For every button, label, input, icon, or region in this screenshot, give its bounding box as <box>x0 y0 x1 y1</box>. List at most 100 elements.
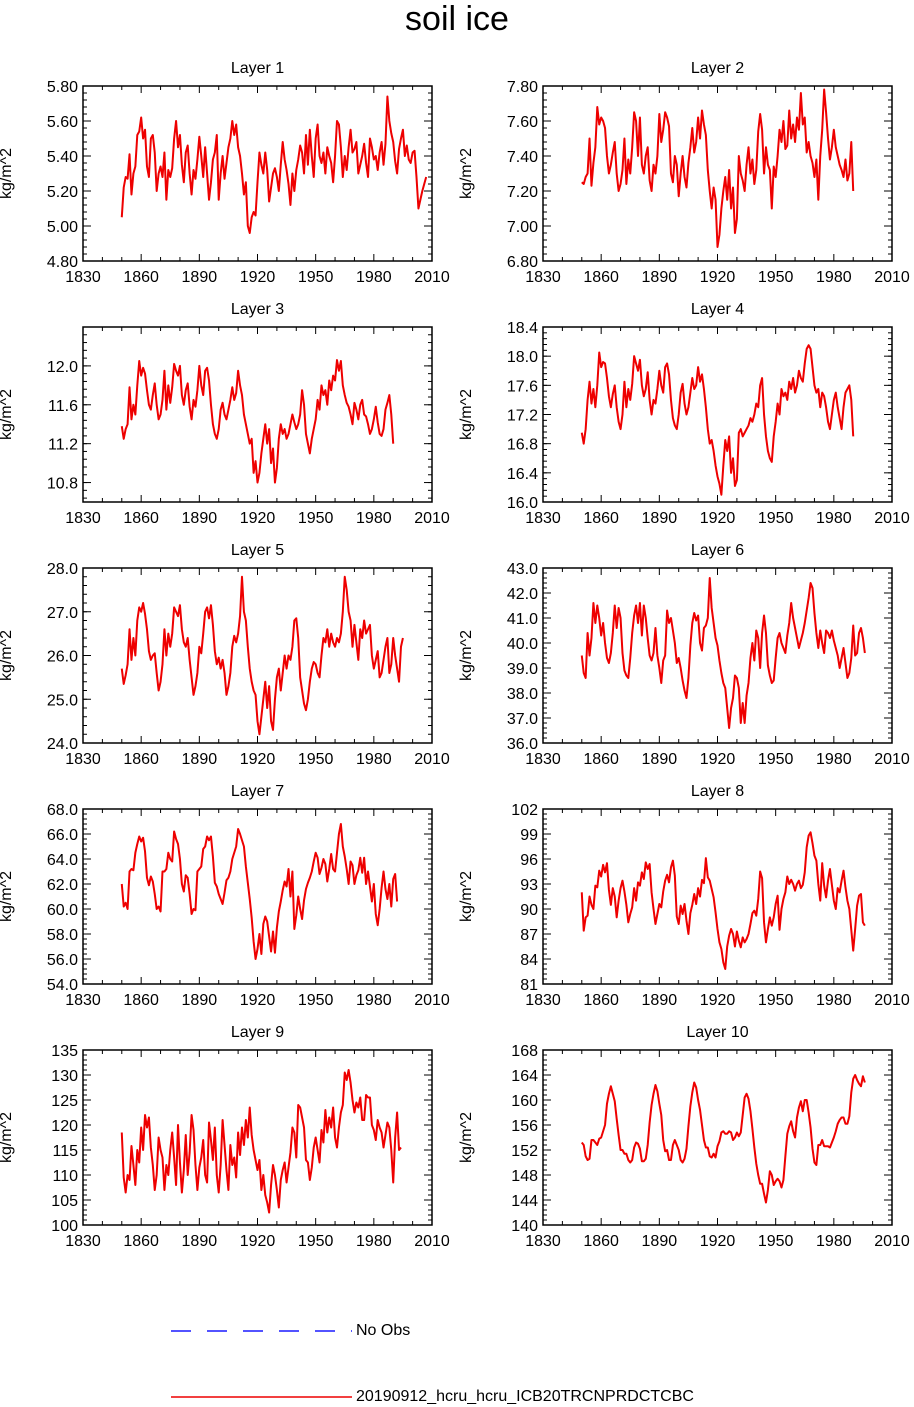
chart-panel-3: 1830 1860 1890 1920 1950 1980 2010 10.8 11.2 11.6… <box>0 301 450 527</box>
x-tick-label: 1860 <box>583 992 619 1009</box>
y-tick-label: 26.0 <box>47 649 78 666</box>
panel-title: Layer 3 <box>231 301 284 318</box>
y-tick-label: 156 <box>511 1118 538 1135</box>
x-tick-label: 1950 <box>298 269 334 286</box>
x-tick-label: 1860 <box>123 992 159 1009</box>
y-tick-label: 43.0 <box>507 561 538 578</box>
x-tick-label: 1830 <box>525 510 561 527</box>
x-tick-label: 1950 <box>758 751 794 768</box>
x-tick-label: 1830 <box>525 1233 561 1250</box>
x-tick-label: 1980 <box>356 1233 392 1250</box>
plot-frame <box>542 567 893 744</box>
x-tick-label: 1830 <box>65 510 101 527</box>
y-tick-label: 4.80 <box>47 254 78 271</box>
x-tick-label: 1830 <box>525 269 561 286</box>
y-tick-label: 40.0 <box>507 636 538 653</box>
y-tick-label: 62.0 <box>47 877 78 894</box>
panel-title: Layer 6 <box>691 542 744 559</box>
chart-panel-6: 1830 1860 1890 1920 1950 1980 2010 36.0 37.0 38.0… <box>458 542 910 768</box>
y-tick-label: 144 <box>511 1193 538 1210</box>
series-line <box>120 1069 402 1214</box>
y-tick-label: 17.2 <box>507 408 538 425</box>
x-tick-label: 1860 <box>123 269 159 286</box>
y-tick-label: 17.6 <box>507 378 538 395</box>
y-tick-label: 27.0 <box>47 605 78 622</box>
x-tick-label: 1830 <box>65 992 101 1009</box>
y-tick-label: 64.0 <box>47 852 78 869</box>
y-tick-label: 96 <box>520 852 538 869</box>
x-tick-label: 1890 <box>642 992 678 1009</box>
panel-title: Layer 1 <box>231 60 284 77</box>
x-tick-label: 1830 <box>65 1233 101 1250</box>
series-line <box>120 359 395 484</box>
x-tick-label: 2010 <box>414 510 450 527</box>
y-tick-label: 152 <box>511 1143 538 1160</box>
x-tick-label: 1950 <box>298 510 334 527</box>
x-tick-label: 1980 <box>816 1233 852 1250</box>
x-tick-label: 1830 <box>525 751 561 768</box>
x-tick-label: 1980 <box>356 992 392 1009</box>
y-tick-label: 37.0 <box>507 711 538 728</box>
x-tick-label: 2010 <box>414 1233 450 1250</box>
y-tick-label: 25.0 <box>47 692 78 709</box>
x-tick-label: 1980 <box>816 269 852 286</box>
figure-title: soil ice <box>405 0 509 38</box>
x-tick-label: 2010 <box>874 751 910 768</box>
y-tick-label: 148 <box>511 1168 538 1185</box>
y-tick-label: 5.60 <box>47 114 78 131</box>
x-tick-label: 1860 <box>583 269 619 286</box>
y-axis-label: kg/m^2 <box>458 630 475 681</box>
x-tick-label: 1830 <box>65 751 101 768</box>
y-tick-label: 135 <box>51 1043 78 1060</box>
x-tick-label: 1920 <box>700 751 736 768</box>
series-line <box>120 95 428 234</box>
x-tick-label: 1920 <box>700 510 736 527</box>
x-tick-label: 1950 <box>298 992 334 1009</box>
y-tick-label: 66.0 <box>47 827 78 844</box>
series-line <box>120 575 404 736</box>
y-tick-label: 100 <box>51 1218 78 1235</box>
x-tick-label: 2010 <box>414 992 450 1009</box>
x-tick-label: 2010 <box>874 510 910 527</box>
y-tick-label: 5.00 <box>47 219 78 236</box>
x-tick-label: 1890 <box>182 510 218 527</box>
series-line <box>580 577 866 729</box>
x-tick-label: 1920 <box>240 751 276 768</box>
x-tick-label: 1920 <box>240 1233 276 1250</box>
y-tick-label: 39.0 <box>507 661 538 678</box>
x-tick-label: 2010 <box>874 269 910 286</box>
x-tick-label: 1980 <box>816 510 852 527</box>
panel-title: Layer 7 <box>231 783 284 800</box>
y-tick-label: 68.0 <box>47 802 78 819</box>
y-tick-label: 56.0 <box>47 952 78 969</box>
y-tick-label: 16.0 <box>507 495 538 512</box>
y-tick-label: 5.20 <box>47 184 78 201</box>
chart-panel-5: 1830 1860 1890 1920 1950 1980 2010 24.0 25.0 26.0… <box>0 542 450 768</box>
y-tick-label: 93 <box>520 877 538 894</box>
chart-panel-1: 1830 1860 1890 1920 1950 1980 2010 4.80 5.00 5.20… <box>0 60 450 286</box>
y-tick-label: 120 <box>51 1118 78 1135</box>
x-tick-label: 1980 <box>356 269 392 286</box>
y-tick-label: 38.0 <box>507 686 538 703</box>
x-tick-label: 1860 <box>583 510 619 527</box>
y-tick-label: 5.80 <box>47 79 78 96</box>
x-tick-label: 1920 <box>700 269 736 286</box>
chart-panel-2: 1830 1860 1890 1920 1950 1980 2010 6.80 7.00 7.20… <box>458 60 910 286</box>
y-tick-label: 7.60 <box>507 114 538 131</box>
y-tick-label: 10.8 <box>47 476 78 493</box>
x-tick-label: 2010 <box>874 992 910 1009</box>
series-line <box>580 1074 866 1204</box>
x-tick-label: 1860 <box>123 1233 159 1250</box>
x-tick-label: 1890 <box>642 269 678 286</box>
y-tick-label: 81 <box>520 977 538 994</box>
y-tick-label: 36.0 <box>507 736 538 753</box>
x-tick-label: 1980 <box>816 992 852 1009</box>
x-tick-label: 1980 <box>356 510 392 527</box>
y-tick-label: 54.0 <box>47 977 78 994</box>
x-tick-label: 1890 <box>642 510 678 527</box>
y-tick-label: 60.0 <box>47 902 78 919</box>
chart-panel-8: 1830 1860 1890 1920 1950 1980 2010 81 84 87 90 93 96… <box>458 783 910 1009</box>
panel-title: Layer 10 <box>686 1024 748 1041</box>
panel-title: Layer 2 <box>691 60 744 77</box>
